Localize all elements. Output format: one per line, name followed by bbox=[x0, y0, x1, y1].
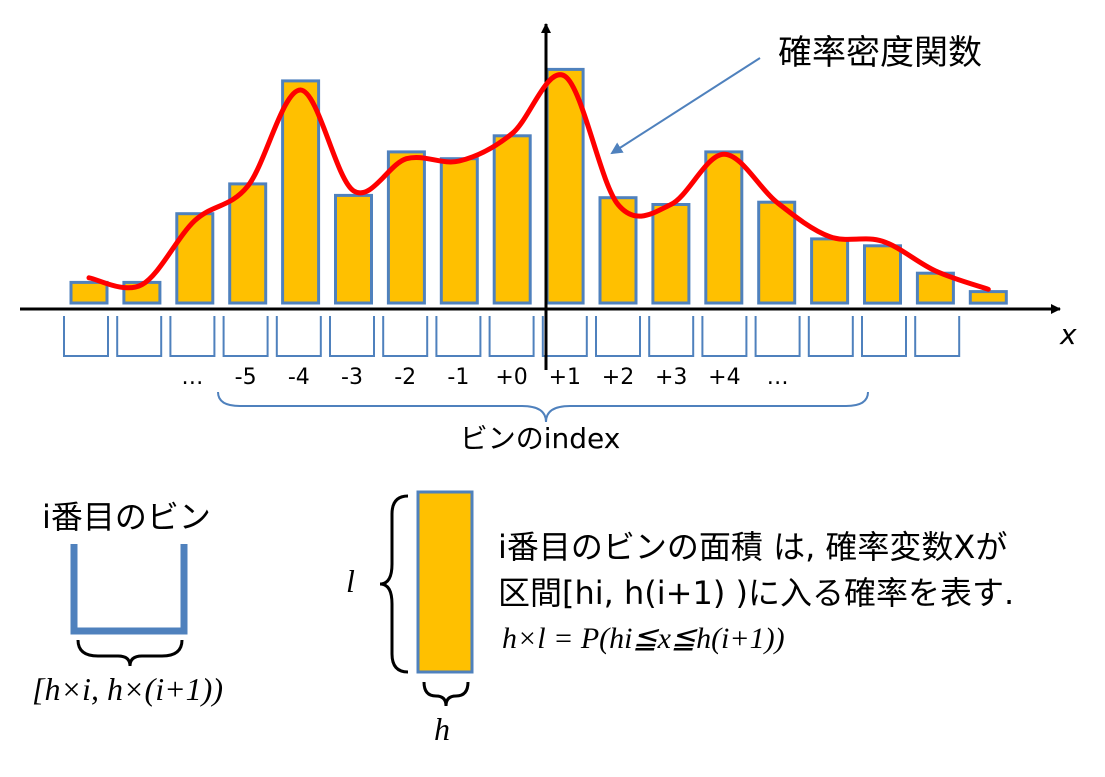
bin-box bbox=[275, 316, 322, 357]
histogram-bar bbox=[228, 182, 268, 305]
bin-box bbox=[329, 316, 375, 357]
bin-shape-icon bbox=[70, 544, 188, 635]
histogram-bar bbox=[757, 200, 797, 305]
bin-width-brace bbox=[76, 639, 184, 667]
bin-box bbox=[488, 316, 535, 357]
bin-box bbox=[701, 316, 748, 357]
width-brace bbox=[422, 681, 470, 707]
bin-index-label: -1 bbox=[447, 365, 469, 390]
histogram-bar bbox=[863, 244, 902, 305]
bin-index-label: -5 bbox=[235, 365, 257, 390]
histogram-bar bbox=[810, 237, 850, 305]
bin-range-label: [h×i, h×(i+1)) bbox=[32, 671, 223, 707]
bin-index-label: -4 bbox=[288, 365, 310, 390]
bin-box bbox=[914, 316, 961, 357]
histogram-bar bbox=[69, 280, 109, 305]
histogram-bar bbox=[281, 79, 321, 305]
bin-box bbox=[169, 316, 216, 357]
index-brace-label: ビンのindex bbox=[460, 422, 621, 455]
index-brace bbox=[217, 391, 869, 423]
histogram-bar bbox=[175, 212, 215, 305]
bin-box bbox=[541, 316, 588, 357]
histogram-bar bbox=[651, 203, 691, 305]
area-explanation-line-2: 区間[hi, h(i+1) )に入る確率を表す. bbox=[498, 574, 1014, 612]
bin-box bbox=[63, 316, 109, 357]
histogram-bar bbox=[968, 290, 1008, 305]
bin-box bbox=[754, 316, 801, 357]
bin-index-label: -2 bbox=[394, 365, 416, 390]
width-label: h bbox=[434, 711, 450, 747]
histogram-bar bbox=[545, 67, 585, 305]
histogram-bar bbox=[492, 134, 532, 305]
height-brace bbox=[379, 494, 409, 674]
bin-index-label: +4 bbox=[708, 365, 740, 390]
bin-index-label: -3 bbox=[341, 365, 363, 390]
histogram-bars bbox=[69, 67, 1008, 305]
x-axis-label: x bbox=[1059, 318, 1077, 351]
bin-index-label: +2 bbox=[602, 365, 634, 390]
bin-box bbox=[222, 316, 269, 357]
area-bar bbox=[416, 490, 474, 674]
bin-index-label: … bbox=[767, 365, 789, 390]
histogram-bar bbox=[439, 157, 479, 305]
bin-box bbox=[435, 316, 482, 357]
height-label: l bbox=[346, 563, 355, 599]
bin-box bbox=[595, 316, 641, 357]
bin-box bbox=[116, 316, 163, 357]
density-curve bbox=[86, 72, 991, 292]
histogram-bar bbox=[704, 150, 744, 305]
probability-formula: h×l = P(hi≦x≦h(i+1)) bbox=[502, 622, 785, 655]
bin-index-label: +3 bbox=[655, 365, 687, 390]
bin-index-label: +1 bbox=[549, 365, 581, 390]
bin-title: i番目のビン bbox=[42, 498, 211, 536]
bin-box bbox=[648, 316, 695, 357]
bin-index-labels: … -5 -4 -3 -2 -1 +0 +1 +2 +3 +4 … bbox=[181, 365, 788, 390]
pdf-label: 確率密度関数 bbox=[778, 33, 982, 73]
histogram-bar bbox=[386, 150, 426, 305]
bin-index-label: +0 bbox=[495, 365, 527, 390]
histogram-bar bbox=[334, 193, 373, 305]
bin-box bbox=[807, 316, 854, 357]
pdf-pointer-arrow bbox=[610, 57, 761, 155]
bin-box bbox=[382, 316, 429, 357]
bin-boxes bbox=[63, 316, 961, 357]
area-explanation-line-1: i番目のビンの面積 は, 確率変数Xが bbox=[498, 528, 1007, 566]
bin-box bbox=[861, 316, 907, 357]
bin-index-label: … bbox=[181, 365, 203, 390]
